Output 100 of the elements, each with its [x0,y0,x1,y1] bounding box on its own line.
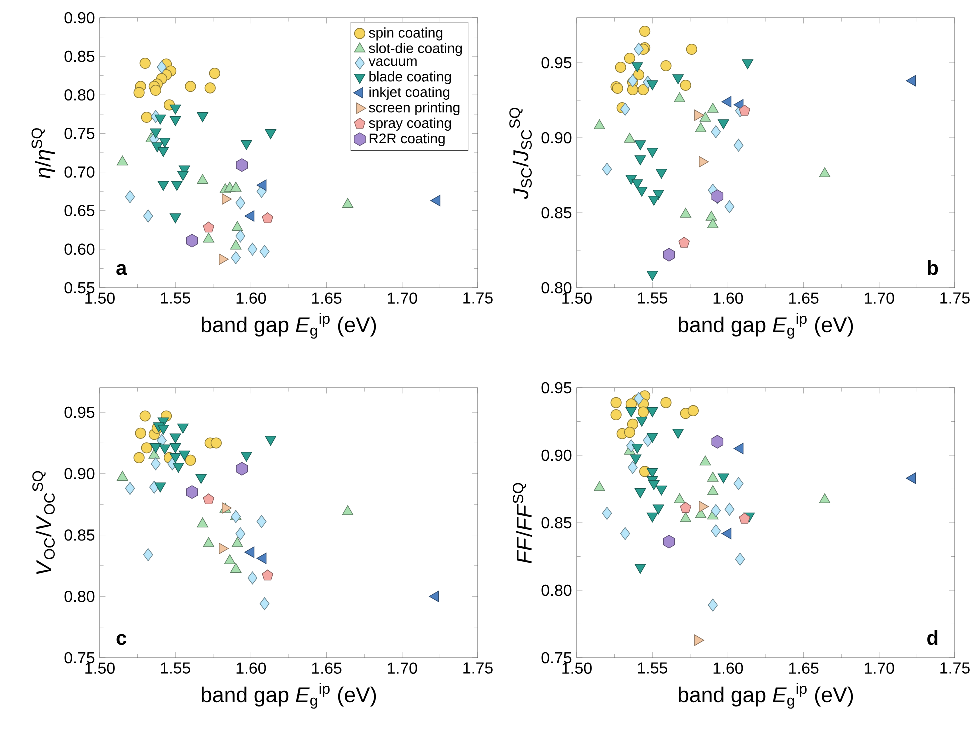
point [209,68,220,80]
point [627,84,638,96]
point [634,156,646,166]
x-tick-label: 1.75 [464,292,493,304]
point [634,43,644,56]
y-tick-label: 0.85 [64,530,95,541]
y-tick-label: 0.90 [542,132,572,144]
y-axis-title: FF/FF$^{SQ}$ [512,483,532,564]
point [602,507,612,520]
point [197,174,208,184]
point [708,598,718,612]
point [185,81,196,92]
point [610,397,622,408]
point [265,436,277,446]
x-tick-label: 1.60 [236,662,266,674]
x-tick-label: 1.60 [236,292,266,304]
point [236,528,246,541]
point [602,163,612,176]
legend-label: vacuum [368,58,417,66]
annotation: a [116,264,128,276]
x-tick-label: 1.65 [789,662,819,674]
point [718,474,730,484]
annotation: c [116,634,127,646]
point [248,572,258,585]
point [210,438,222,449]
point [660,60,672,72]
point [646,408,658,418]
point [718,120,730,130]
point [636,187,648,197]
x-tick-label: 1.70 [865,292,894,304]
y-tick-label: 0.95 [542,57,572,69]
point [626,175,638,185]
x-tick-label: 1.70 [388,662,418,674]
point [656,169,668,179]
point [624,52,636,64]
point [150,444,162,454]
point [197,518,208,528]
point [140,410,151,422]
point [230,240,242,250]
point [646,80,658,90]
point [646,512,658,523]
point [154,482,166,493]
y-tick-label: 0.90 [64,12,95,24]
point [680,502,692,514]
point [646,148,658,158]
point [231,251,242,264]
y-tick-label: 0.85 [64,50,95,62]
point [231,510,242,524]
legend-label: spin coating [369,28,443,41]
x-tick-label: 1.75 [464,662,493,674]
point [159,444,171,455]
point [626,408,638,418]
point [185,454,196,466]
point [678,237,690,248]
annotation: d [928,630,938,646]
point [663,535,676,549]
legend-label: screen printing [369,102,460,116]
point [236,196,246,210]
point [739,513,750,524]
point [230,563,242,574]
point [117,156,128,166]
point [634,140,646,150]
legend-label: spray coating [369,118,452,131]
point [742,60,754,70]
point [638,84,650,96]
point [906,472,916,484]
point [256,552,267,564]
point [179,450,190,461]
point [232,537,244,548]
x-axis-title: band gap E$_{g}$$^{ip}$ (eV) [202,683,376,709]
x-tick-label: 1.65 [312,292,342,304]
y-tick-label: 0.75 [542,652,572,664]
legend-label: inkjet coating [370,86,450,100]
point [634,564,646,574]
point [663,248,676,262]
y-axis-title: J$_{SC}$/J$_{SC}$SQ [510,108,532,200]
x-axis-title: band gap E$_{g}$$^{ip}$ (eV) [202,313,376,339]
point [244,210,255,222]
y-tick-label: 0.65 [64,205,95,217]
x-tick-label: 1.55 [161,292,190,304]
point [711,504,722,518]
point [224,554,236,564]
point [686,44,698,56]
point [636,416,648,427]
y-tick-label: 0.90 [64,468,95,480]
point [256,515,267,528]
y-tick-label: 0.80 [64,89,95,101]
point [430,195,441,206]
point [236,462,248,476]
point [204,82,216,94]
point [186,234,198,248]
point [125,482,136,496]
point [260,245,270,258]
point [150,84,162,96]
x-tick-label: 1.50 [86,662,115,674]
point [640,26,651,38]
point [262,212,274,224]
point [203,537,215,548]
point [672,74,684,84]
point [203,222,215,233]
